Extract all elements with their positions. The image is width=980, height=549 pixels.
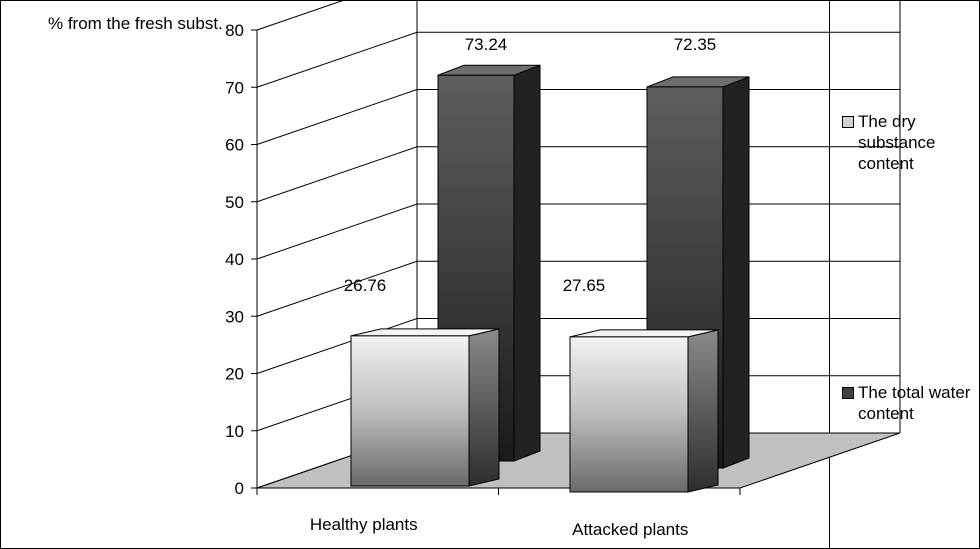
bar-water-0-side: [513, 64, 541, 462]
legend-swatch-water: [842, 387, 854, 399]
data-label: 72.35: [674, 35, 717, 54]
x-category-label: Attacked plants: [572, 520, 688, 539]
bar-dry-0-front: [350, 335, 470, 487]
y-tick-label: 30: [225, 307, 244, 326]
y-tick-label: 10: [225, 422, 244, 441]
y-tick-label: 0: [235, 479, 244, 498]
gridline: [256, 89, 900, 145]
legend-swatch-dry: [842, 116, 854, 128]
y-tick-label: 60: [225, 136, 244, 155]
x-category-label: Healthy plants: [310, 515, 418, 534]
y-axis-label: % from the fresh subst.: [48, 14, 223, 33]
legend-divider: [829, 0, 830, 549]
data-label: 73.24: [465, 35, 508, 54]
y-tick-label: 20: [225, 365, 244, 384]
y-tick-label: 50: [225, 193, 244, 212]
gridline: [256, 203, 900, 260]
bar-dry-0: [350, 328, 500, 487]
data-label: 27.65: [563, 276, 606, 295]
bar-water-1-side: [722, 76, 750, 469]
y-tick-label: 80: [225, 21, 244, 40]
bar-dry-1: [569, 329, 719, 493]
y-tick-label: 40: [225, 250, 244, 269]
gridline: [256, 0, 346, 31]
bar-dry-1-front: [569, 336, 689, 493]
gridline: [256, 146, 900, 203]
gridline: [256, 31, 900, 88]
y-tick-label: 70: [225, 78, 244, 97]
bar-dry-1-side: [687, 329, 719, 493]
data-label: 26.76: [344, 276, 387, 295]
bar-dry-0-side: [468, 328, 500, 487]
